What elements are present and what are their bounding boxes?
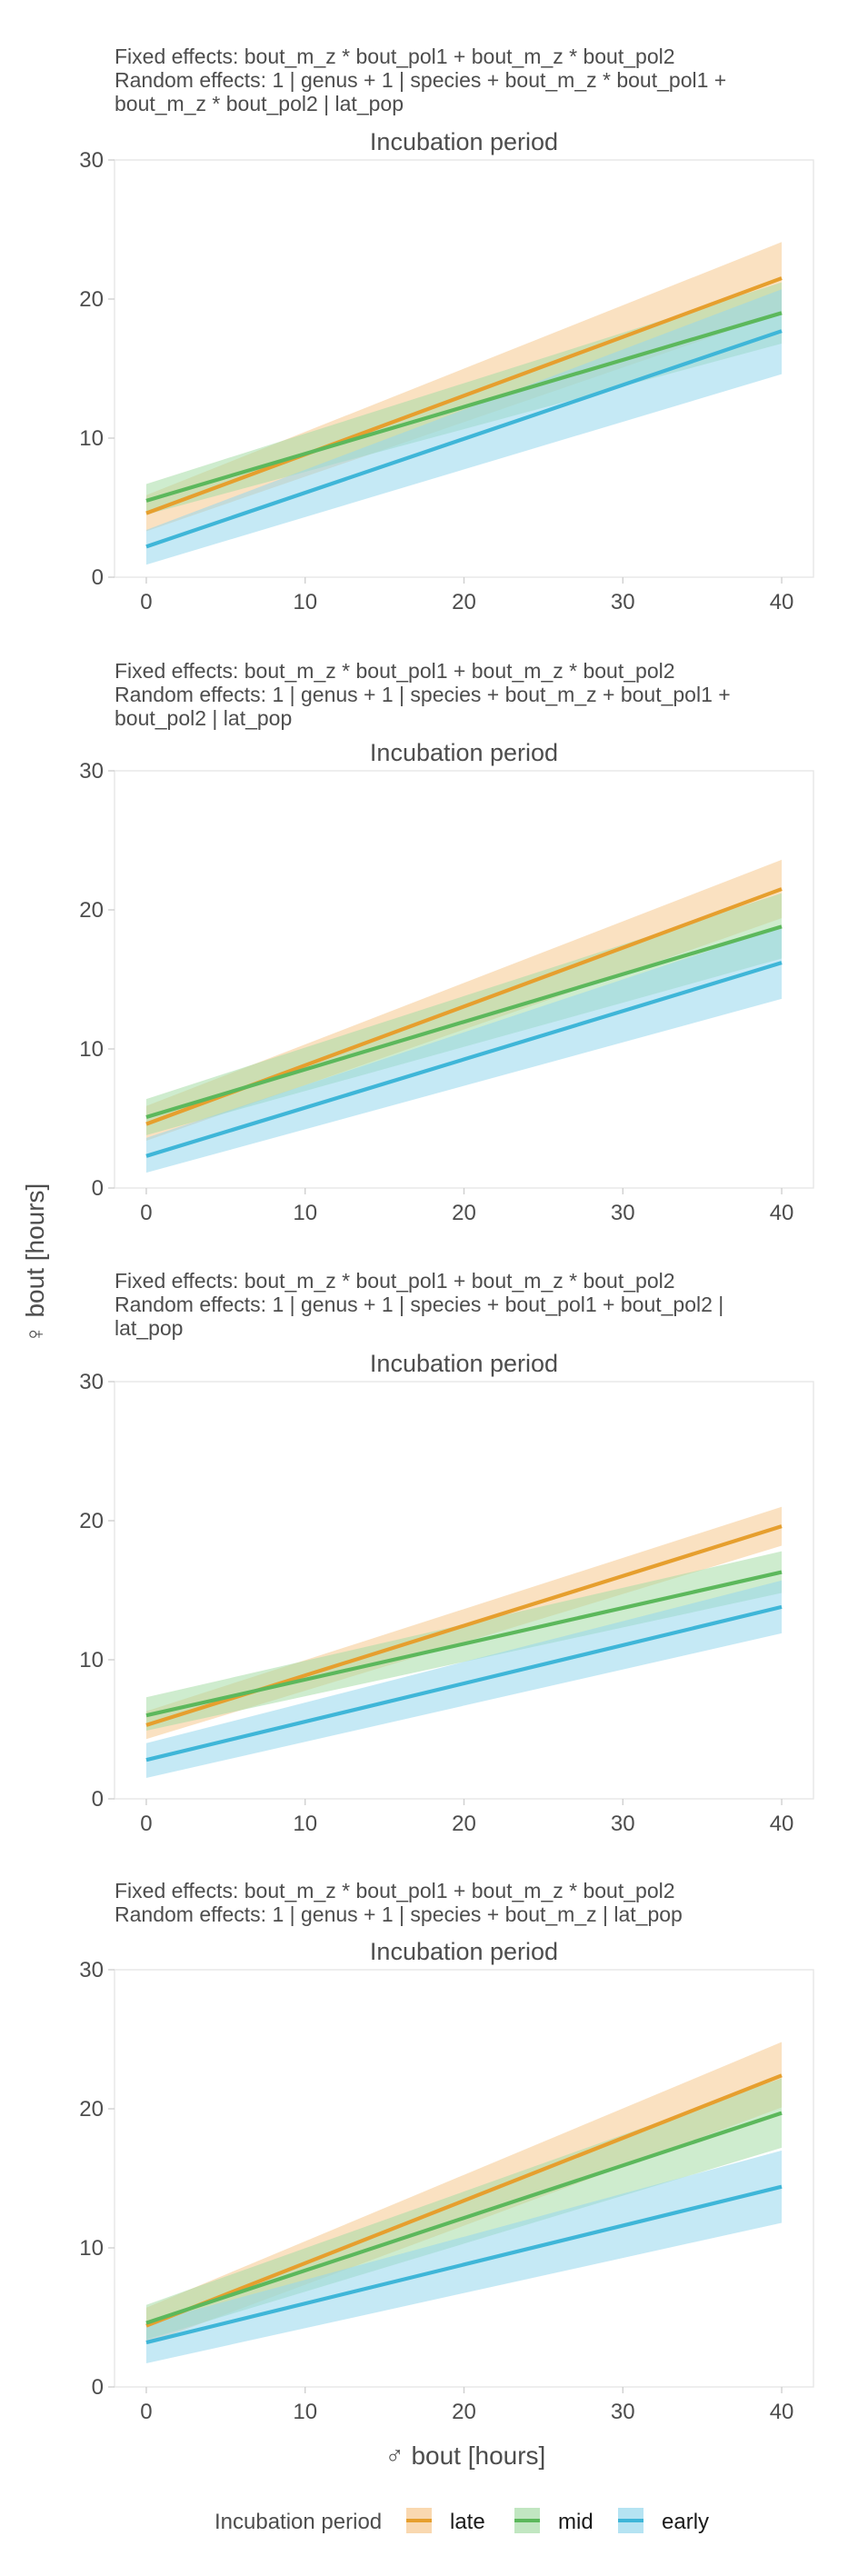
confidence-band-early bbox=[145, 1580, 783, 1779]
model-note-line: Fixed effects: bout_m_z * bout_pol1 + bo… bbox=[115, 1879, 675, 1902]
x-tick-label: 10 bbox=[293, 1201, 317, 1225]
x-tick-label: 20 bbox=[452, 2400, 476, 2424]
x-tick-label: 30 bbox=[611, 2400, 635, 2424]
fit-line-mid bbox=[145, 1570, 783, 1718]
panel-1: Fixed effects: bout_m_z * bout_pol1 + bo… bbox=[79, 45, 814, 614]
model-note-line: Fixed effects: bout_m_z * bout_pol1 + bo… bbox=[115, 659, 675, 683]
confidence-band-mid bbox=[145, 2078, 783, 2340]
fit-line-late bbox=[145, 276, 783, 515]
panel-2: Fixed effects: bout_m_z * bout_pol1 + bo… bbox=[79, 659, 814, 1225]
confidence-band-mid bbox=[145, 282, 783, 515]
y-tick-label: 30 bbox=[79, 759, 104, 784]
x-tick-label: 0 bbox=[140, 2400, 152, 2424]
confidence-band-mid bbox=[145, 893, 783, 1135]
panel-title: Incubation period bbox=[370, 739, 558, 766]
x-tick-label: 10 bbox=[293, 2400, 317, 2424]
y-tick-label: 20 bbox=[79, 1509, 104, 1533]
y-tick-label: 0 bbox=[92, 2375, 104, 2400]
x-tick-label: 20 bbox=[452, 1201, 476, 1225]
panel-3: Fixed effects: bout_m_z * bout_pol1 + bo… bbox=[79, 1269, 814, 1836]
y-tick-label: 30 bbox=[79, 1370, 104, 1394]
confidence-band-mid bbox=[145, 1551, 783, 1732]
legend-label: early bbox=[662, 2510, 709, 2534]
model-note-line: Random effects: 1 | genus + 1 | species … bbox=[115, 68, 726, 92]
x-tick-label: 20 bbox=[452, 1812, 476, 1836]
model-note-line: Random effects: 1 | genus + 1 | species … bbox=[115, 1902, 683, 1926]
legend-item-early: early bbox=[618, 2508, 709, 2534]
model-note-line: bout_m_z * bout_pol2 | lat_pop bbox=[115, 92, 404, 115]
y-tick-label: 10 bbox=[79, 1648, 104, 1672]
y-tick-label: 30 bbox=[79, 148, 104, 173]
x-tick-label: 0 bbox=[140, 590, 152, 614]
legend-label: mid bbox=[558, 2510, 594, 2534]
y-tick-label: 0 bbox=[92, 1176, 104, 1201]
x-tick-label: 10 bbox=[293, 590, 317, 614]
confidence-band-early bbox=[145, 289, 783, 565]
model-note-line: lat_pop bbox=[115, 1316, 183, 1340]
model-note-line: Random effects: 1 | genus + 1 | species … bbox=[115, 683, 731, 706]
y-tick-label: 0 bbox=[92, 565, 104, 590]
x-tick-label: 0 bbox=[140, 1812, 152, 1836]
fit-line-early bbox=[145, 1604, 783, 1762]
legend-items: late mid early bbox=[406, 2508, 709, 2534]
fit-line-mid bbox=[145, 311, 783, 503]
legend: Incubation period late mid early bbox=[214, 2508, 709, 2534]
y-tick-label: 20 bbox=[79, 898, 104, 923]
y-tick-label: 10 bbox=[79, 1037, 104, 1062]
x-tick-label: 40 bbox=[770, 1812, 794, 1836]
x-tick-label: 40 bbox=[770, 2400, 794, 2424]
fit-line-early bbox=[145, 961, 783, 1158]
panel-title: Incubation period bbox=[370, 128, 558, 155]
x-tick-label: 10 bbox=[293, 1812, 317, 1836]
y-tick-label: 20 bbox=[79, 287, 104, 312]
x-tick-label: 40 bbox=[770, 1201, 794, 1225]
panels: Fixed effects: bout_m_z * bout_pol1 + bo… bbox=[79, 45, 814, 2424]
model-note-line: Fixed effects: bout_m_z * bout_pol1 + bo… bbox=[115, 45, 675, 68]
fit-line-mid bbox=[145, 924, 783, 1119]
x-tick-label: 30 bbox=[611, 1812, 635, 1836]
y-tick-label: 0 bbox=[92, 1787, 104, 1812]
model-note-line: bout_pol2 | lat_pop bbox=[115, 706, 292, 730]
x-axis-title: ♂ bout [hours] bbox=[385, 2441, 546, 2470]
y-axis-title: ♀ bout [hours] bbox=[21, 1183, 49, 1344]
model-note-line: Random effects: 1 | genus + 1 | species … bbox=[115, 1293, 723, 1316]
legend-label: late bbox=[450, 2510, 485, 2534]
fit-line-early bbox=[145, 2184, 783, 2345]
y-tick-label: 20 bbox=[79, 2097, 104, 2122]
x-tick-label: 30 bbox=[611, 590, 635, 614]
fit-line-early bbox=[145, 329, 783, 549]
fit-line-late bbox=[145, 2073, 783, 2328]
x-tick-label: 20 bbox=[452, 590, 476, 614]
panel-title: Incubation period bbox=[370, 1938, 558, 1965]
legend-item-mid: mid bbox=[514, 2508, 594, 2534]
legend-title: Incubation period bbox=[214, 2510, 382, 2534]
confidence-band-early bbox=[145, 926, 783, 1173]
fit-line-mid bbox=[145, 2111, 783, 2325]
x-tick-label: 0 bbox=[140, 1201, 152, 1225]
x-tick-label: 30 bbox=[611, 1201, 635, 1225]
y-tick-label: 10 bbox=[79, 426, 104, 451]
legend-item-late: late bbox=[406, 2508, 485, 2534]
y-tick-label: 30 bbox=[79, 1958, 104, 1982]
panel-title: Incubation period bbox=[370, 1350, 558, 1377]
confidence-band-early bbox=[145, 2150, 783, 2363]
model-note-line: Fixed effects: bout_m_z * bout_pol1 + bo… bbox=[115, 1269, 675, 1293]
y-tick-label: 10 bbox=[79, 2236, 104, 2261]
panel-4: Fixed effects: bout_m_z * bout_pol1 + bo… bbox=[79, 1879, 814, 2424]
x-tick-label: 40 bbox=[770, 590, 794, 614]
